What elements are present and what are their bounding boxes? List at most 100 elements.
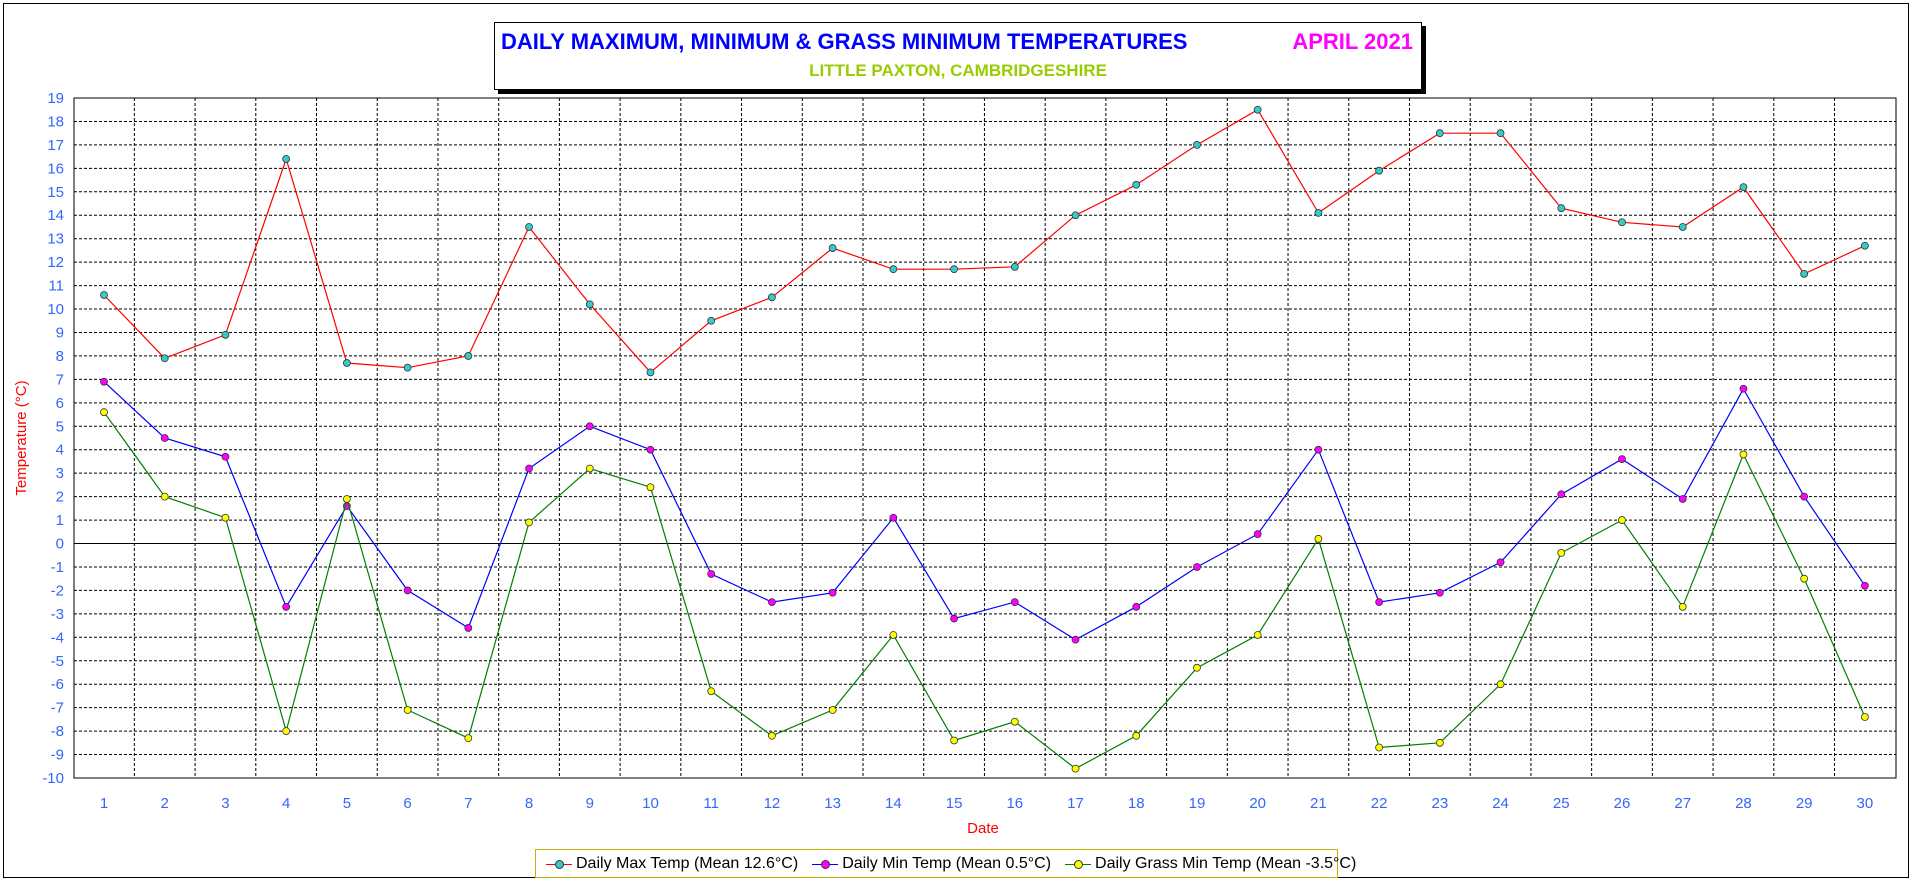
data-point-min (950, 614, 958, 623)
data-point-grass (342, 495, 351, 503)
data-point-min (707, 570, 716, 578)
x-tick-label: 18 (1128, 795, 1145, 812)
data-point-max (1435, 129, 1444, 138)
data-point-min (160, 434, 169, 442)
data-point-max (950, 265, 958, 274)
x-tick-label: 30 (1857, 795, 1874, 812)
y-axis-title: Temperature (°C) (13, 380, 30, 495)
data-point-min (100, 377, 108, 386)
chart-title-box: DAILY MAXIMUM, MINIMUM & GRASS MINIMUM T… (494, 22, 1422, 90)
data-point-min (1193, 563, 1201, 571)
data-point-max (1010, 262, 1019, 271)
x-tick-label: 6 (403, 795, 411, 812)
y-tick-label: 13 (47, 231, 64, 248)
series-line-grass (103, 411, 1866, 770)
data-point-min (1253, 530, 1262, 539)
y-tick-label: 19 (47, 90, 64, 107)
data-point-grass (1860, 713, 1869, 721)
data-point-grass (1132, 731, 1141, 740)
data-point-grass (889, 631, 898, 639)
y-tick-label: 3 (56, 465, 64, 482)
data-point-grass (646, 483, 655, 492)
data-point-min (1618, 455, 1626, 464)
data-point-min (889, 513, 898, 522)
data-point-min (525, 464, 533, 473)
x-tick-label: 10 (642, 795, 659, 812)
series-line-min (103, 381, 1866, 641)
data-point-grass (828, 706, 837, 714)
y-tick-label: -3 (51, 606, 64, 623)
x-tick-label: 29 (1796, 795, 1813, 812)
y-tick-label: 10 (47, 301, 64, 318)
data-point-max (1375, 166, 1384, 175)
data-point-max (342, 359, 351, 367)
x-tick-label: 11 (703, 795, 719, 812)
x-tick-label: 9 (586, 795, 594, 812)
x-tick-label: 22 (1371, 795, 1388, 812)
y-tick-label: 5 (56, 418, 64, 435)
data-point-min (768, 598, 776, 607)
data-point-grass (1193, 663, 1201, 672)
data-point-grass (525, 518, 533, 527)
y-tick-label: -6 (51, 676, 64, 693)
data-point-min (1739, 384, 1748, 393)
y-tick-label: 17 (47, 137, 64, 154)
data-point-grass (585, 464, 594, 473)
data-point-min (282, 602, 291, 611)
x-tick-label: 13 (824, 795, 841, 812)
data-point-grass (1678, 602, 1687, 611)
y-tick-label: 1 (56, 512, 64, 529)
data-point-max (464, 352, 473, 360)
data-point-min (1010, 598, 1019, 607)
data-point-max (1739, 183, 1748, 192)
x-tick-label: 1 (100, 795, 108, 812)
x-tick-label: 4 (282, 795, 290, 812)
y-tick-label: 7 (56, 371, 64, 388)
x-tick-label: 16 (1006, 795, 1023, 812)
x-tick-label: 25 (1553, 795, 1570, 812)
legend-max-label: Daily Max Temp (Mean 12.6°C) (576, 854, 799, 872)
data-point-grass (1010, 717, 1019, 726)
y-tick-label: 18 (47, 113, 64, 130)
data-point-grass (768, 731, 776, 740)
data-point-grass (1435, 738, 1444, 747)
data-point-grass (282, 727, 291, 736)
data-point-max (707, 316, 716, 325)
data-point-max (768, 293, 776, 302)
x-tick-label: 17 (1067, 795, 1084, 812)
data-point-min (828, 588, 837, 597)
data-point-min (1132, 602, 1141, 611)
data-point-max (403, 363, 412, 372)
data-point-grass (100, 408, 108, 417)
y-tick-label: 2 (56, 489, 64, 506)
legend-max-symbol-icon (546, 858, 572, 870)
x-tick-label: 28 (1735, 795, 1752, 812)
x-tick-label: 20 (1249, 795, 1266, 812)
x-tick-label: 15 (946, 795, 963, 812)
data-point-grass (1496, 680, 1505, 689)
x-tick-label: 23 (1431, 795, 1448, 812)
data-point-min (1557, 490, 1566, 499)
data-point-max (889, 265, 898, 274)
legend-item-grass: Daily Grass Min Temp (Mean -3.5°C) (1065, 855, 1356, 873)
data-point-min (221, 452, 230, 461)
data-point-min (1375, 598, 1384, 607)
data-point-max (1071, 211, 1080, 220)
data-point-grass (1314, 534, 1323, 543)
data-point-grass (1739, 450, 1748, 459)
y-tick-label: 16 (47, 160, 64, 177)
data-point-grass (1375, 743, 1384, 752)
x-tick-label: 12 (764, 795, 781, 812)
data-point-max (1314, 208, 1323, 217)
data-point-max (1860, 241, 1869, 250)
data-point-grass (464, 734, 473, 743)
x-tick-label: 5 (343, 795, 351, 812)
y-tick-label: -1 (51, 559, 64, 576)
y-tick-label: -8 (51, 723, 64, 740)
data-point-min (1860, 581, 1869, 590)
data-point-min (1314, 445, 1323, 454)
data-point-max (1800, 269, 1809, 278)
data-point-max (1618, 218, 1626, 227)
data-point-max (282, 155, 291, 163)
